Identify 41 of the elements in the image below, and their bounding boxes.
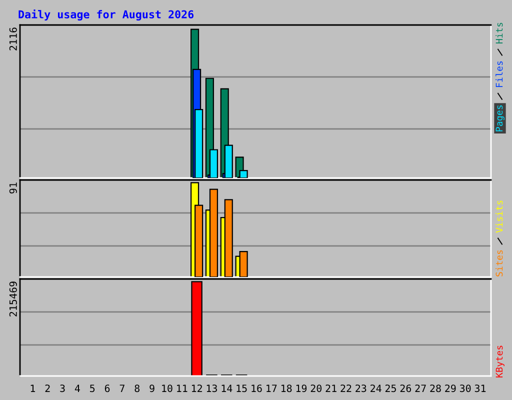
x-tick-label: 30	[460, 384, 471, 392]
x-tick-label: 15	[236, 384, 247, 392]
x-tick-label: 20	[310, 384, 322, 392]
x-tick-label: 31	[474, 384, 486, 392]
x-tick-label: 28	[430, 384, 441, 392]
text: Visits	[496, 200, 503, 233]
chart-title: Daily usage for August 2026	[18, 9, 194, 21]
x-tick-label: 27	[415, 384, 426, 392]
legend-label: Pages	[496, 105, 504, 132]
x-tick-label: 7	[120, 384, 124, 392]
x-tick-label: 1	[30, 384, 36, 392]
x-tick-label: 5	[90, 384, 95, 392]
x-tick-label: 25	[385, 384, 396, 392]
x-tick-label: 24	[370, 384, 382, 392]
x-tick-label: 26	[400, 384, 412, 392]
x-tick-label: 11	[177, 384, 188, 392]
text: Hits	[496, 22, 503, 44]
text: 91	[9, 182, 17, 194]
x-tick-label: 16	[252, 384, 262, 392]
text: 2116	[9, 28, 17, 50]
x-tick-label: 6	[104, 384, 110, 392]
x-tick-label: 2	[45, 384, 50, 392]
x-tick-label: 29	[445, 384, 456, 392]
legend-label: Files	[496, 61, 503, 88]
x-tick-label: 22	[340, 384, 352, 392]
legend-label: Sites	[496, 250, 503, 276]
x-tick-label: 14	[222, 384, 232, 392]
x-tick-label: 3	[60, 384, 65, 392]
x-tick-label: 13	[206, 384, 217, 392]
x-tick-label: 18	[281, 384, 292, 392]
x-tick-label: 10	[162, 384, 172, 392]
x-tick-label: 19	[296, 384, 307, 392]
x-tick-label: 4	[74, 384, 80, 392]
x-tick-label: 12	[192, 384, 202, 392]
x-tick-label: 9	[150, 384, 154, 392]
x-tick-label: 17	[266, 384, 277, 392]
x-tick-label: 23	[356, 384, 366, 392]
x-tick-label: 8	[134, 384, 140, 392]
x-tick-label: 21	[326, 384, 336, 392]
text: KBytes	[496, 346, 504, 378]
text: 215469	[9, 282, 17, 316]
